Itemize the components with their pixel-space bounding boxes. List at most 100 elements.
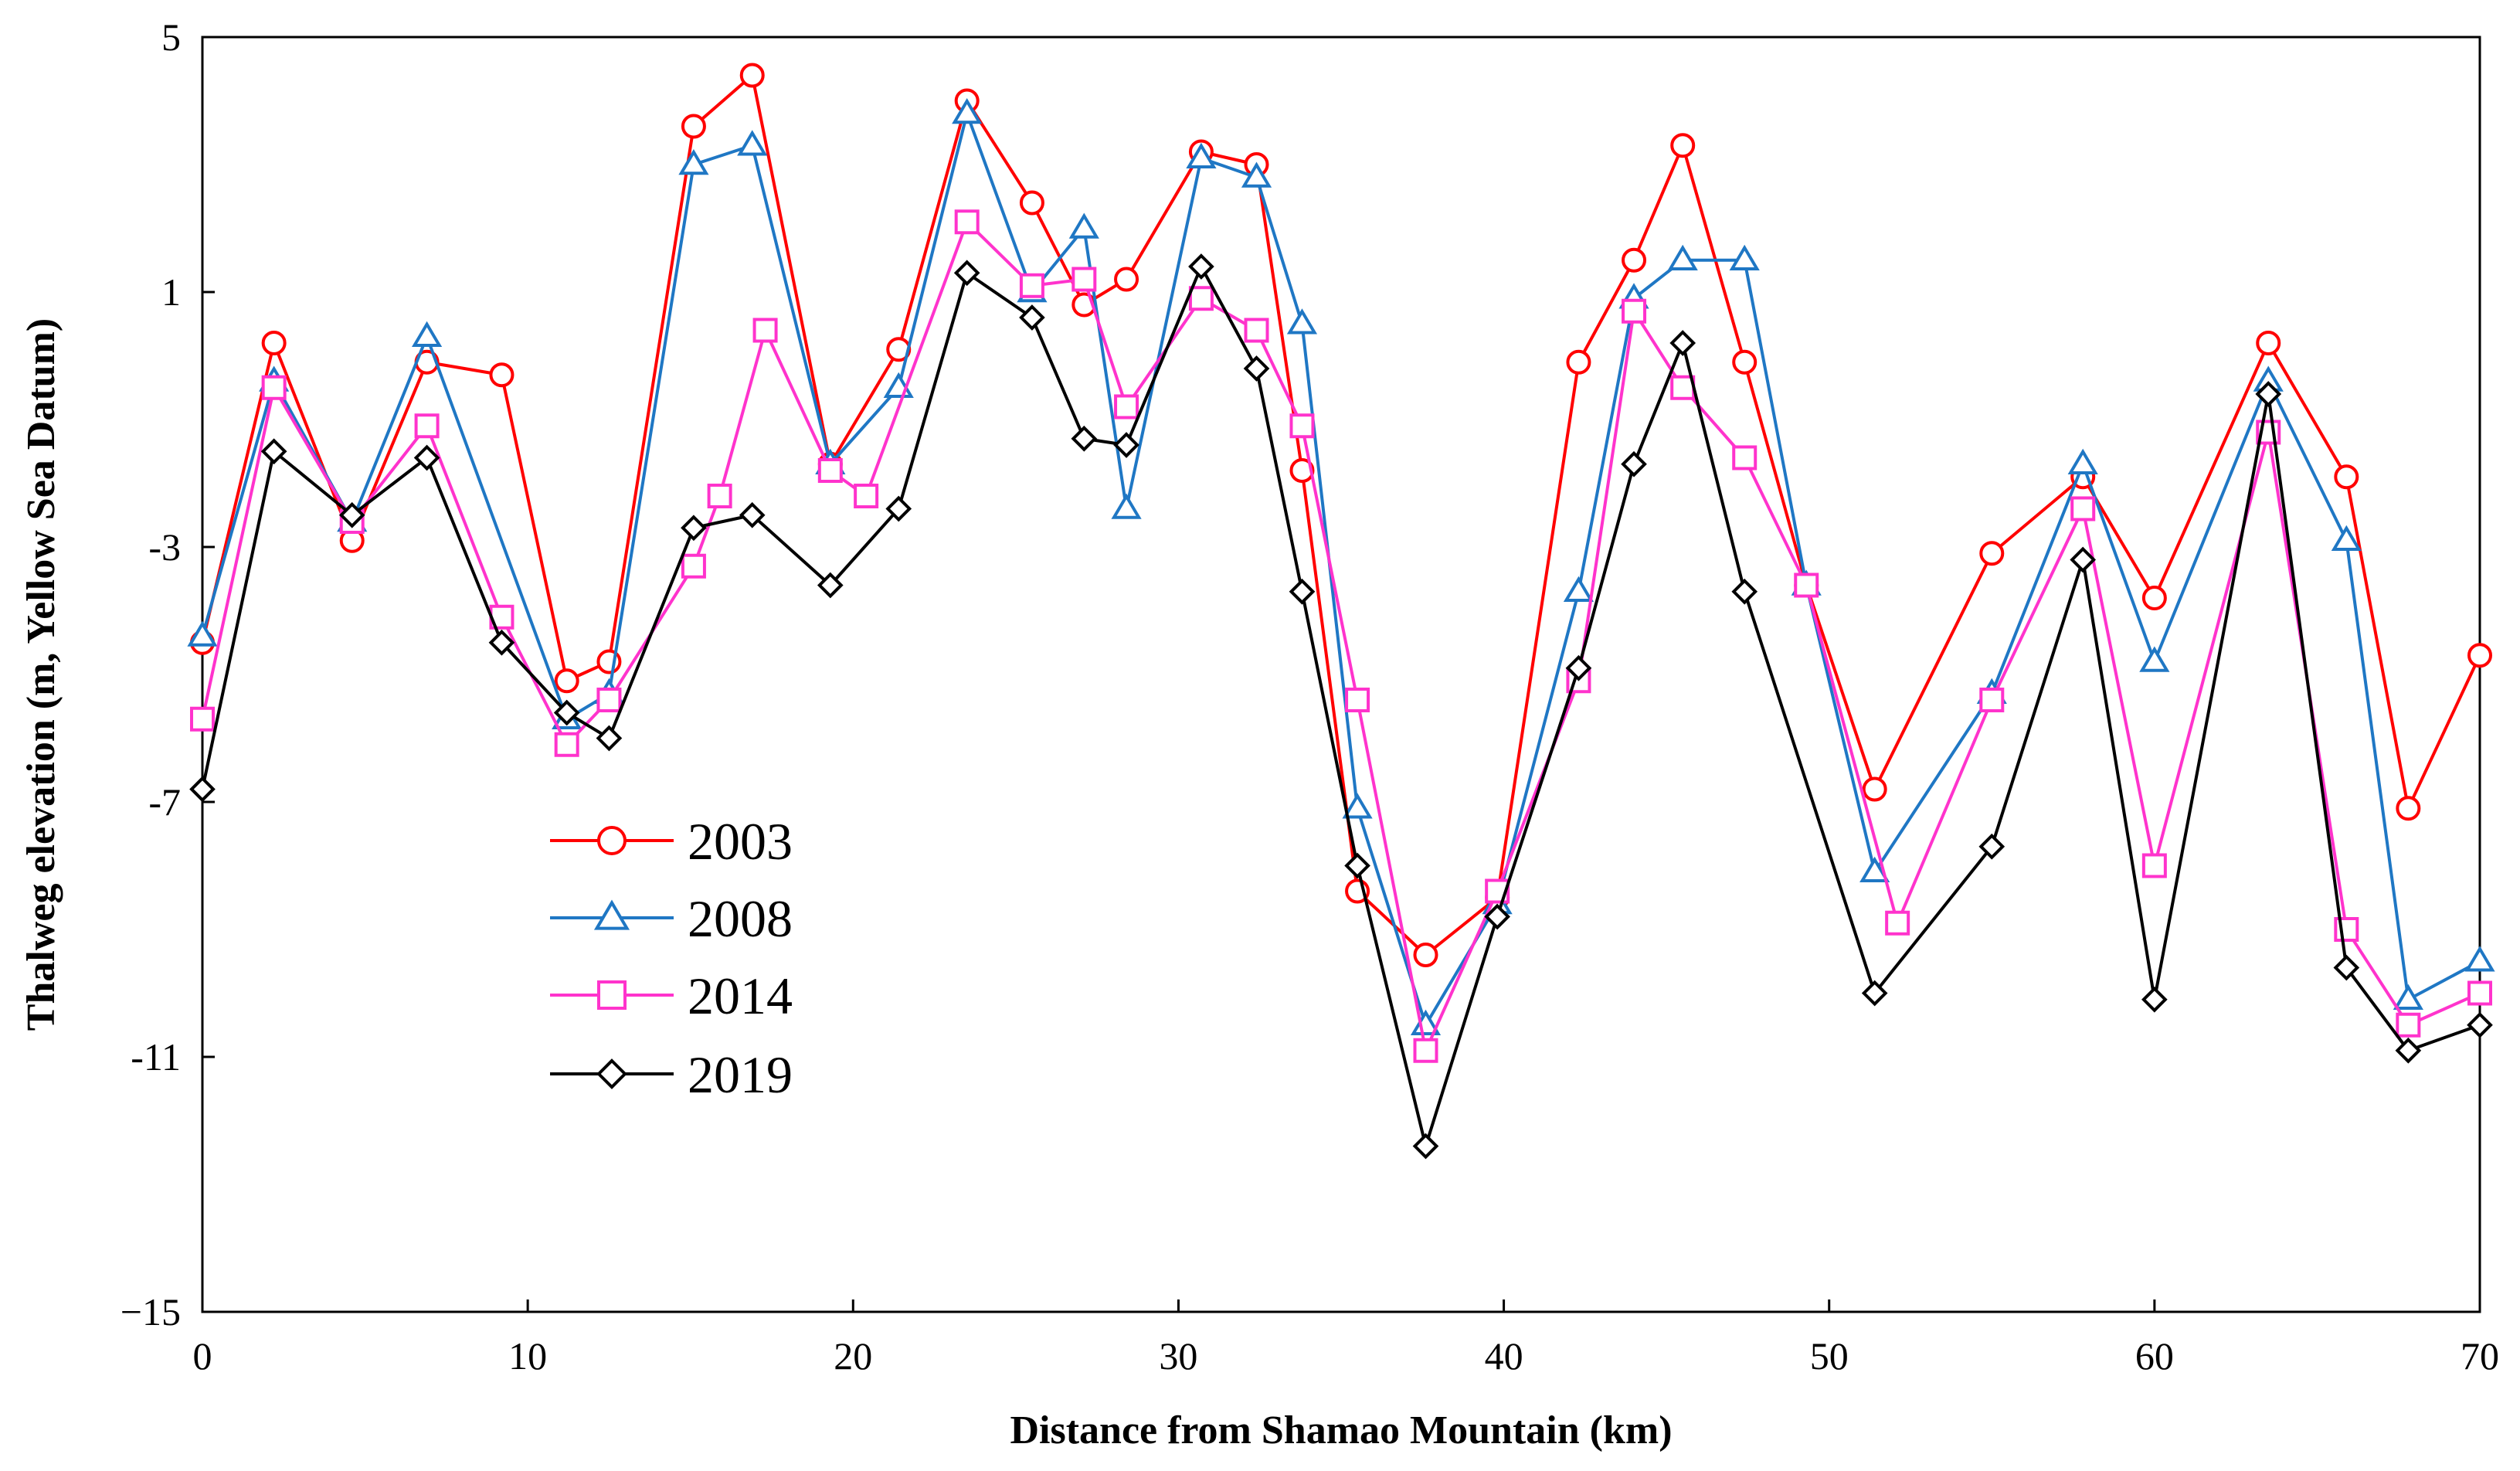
data-point-2008 — [1241, 161, 1272, 188]
series-line-2019 — [201, 265, 2481, 1148]
data-point-2014 — [2467, 980, 2492, 1006]
data-point-2014 — [1622, 298, 1647, 324]
data-point-2019 — [413, 444, 440, 471]
data-point-2019 — [2467, 1011, 2493, 1038]
data-point-2003 — [2467, 643, 2492, 668]
series-2003 — [190, 63, 2492, 967]
data-point-2019 — [2141, 986, 2168, 1013]
data-point-2003 — [1979, 541, 2005, 566]
legend-label: 2008 — [688, 889, 793, 948]
data-point-2014 — [261, 375, 287, 400]
legend-marker — [597, 826, 627, 855]
data-point-2019 — [260, 438, 287, 465]
x-axis-title: Distance from Shamao Mountain (km) — [1010, 1408, 1672, 1452]
data-point-2003 — [554, 668, 579, 694]
legend-item-2014: 2014 — [550, 967, 793, 1025]
data-point-2019 — [885, 495, 912, 522]
legend-marker — [597, 980, 627, 1010]
data-point-2019 — [1621, 450, 1647, 477]
data-point-2019 — [1071, 425, 1098, 452]
x-tick-label: 40 — [1485, 1334, 1523, 1378]
data-point-2019 — [1669, 330, 1696, 356]
data-point-2003 — [1732, 349, 1758, 375]
series-line-2014 — [201, 220, 2481, 1052]
x-tick-label: 30 — [1159, 1334, 1197, 1378]
data-point-2019 — [2395, 1037, 2422, 1064]
data-point-2019 — [1484, 903, 1510, 930]
data-point-2019 — [817, 572, 844, 599]
data-point-2019 — [1978, 833, 2005, 860]
data-point-2003 — [261, 331, 287, 355]
data-point-2019 — [1243, 355, 1270, 382]
data-point-2014 — [596, 688, 622, 712]
data-point-2014 — [1072, 267, 1097, 292]
data-point-2003 — [1862, 776, 1887, 802]
data-point-2019 — [189, 776, 216, 803]
series-layer — [187, 63, 2495, 1160]
legend-item-2003: 2003 — [550, 812, 793, 871]
data-point-2003 — [681, 114, 706, 139]
data-point-2003 — [2256, 331, 2281, 355]
axis-labels: Distance from Shamao Mountain (km) Thalw… — [19, 318, 1673, 1452]
data-point-2003 — [2334, 464, 2359, 490]
x-tick-label: 0 — [193, 1334, 212, 1378]
y-tick-label: -3 — [148, 525, 181, 569]
data-point-2014 — [1670, 375, 1696, 400]
legend-item-2008: 2008 — [550, 889, 793, 948]
data-point-2014 — [414, 413, 440, 439]
data-point-2003 — [489, 362, 515, 388]
data-point-2019 — [2255, 381, 2282, 407]
series-2014 — [190, 209, 2492, 1063]
x-tick-label: 10 — [508, 1334, 547, 1378]
data-point-2019 — [1019, 304, 1045, 331]
data-point-2014 — [1114, 394, 1139, 420]
data-point-2019 — [2070, 546, 2097, 573]
data-point-2019 — [739, 501, 766, 528]
data-point-2008 — [1111, 493, 1142, 519]
data-point-2019 — [1188, 253, 1214, 280]
data-point-2014 — [1885, 910, 1910, 936]
data-point-2014 — [1289, 413, 1315, 439]
data-point-2014 — [707, 484, 732, 508]
y-tick-label: −15 — [121, 1290, 181, 1333]
data-point-2014 — [752, 318, 778, 343]
data-point-2003 — [1622, 247, 1647, 273]
data-point-2014 — [2396, 1012, 2421, 1038]
legend-label: 2019 — [688, 1045, 793, 1104]
data-point-2008 — [2067, 448, 2098, 475]
data-point-2019 — [1861, 980, 1888, 1007]
y-tick-label: 5 — [161, 15, 181, 59]
legend: 2003 2008 2014 2019 — [550, 812, 793, 1104]
x-tick-label: 60 — [2135, 1334, 2174, 1378]
data-point-2014 — [954, 209, 980, 235]
series-2008 — [187, 97, 2495, 1036]
data-point-2003 — [2141, 586, 2167, 610]
data-point-2014 — [2334, 917, 2359, 942]
data-point-2019 — [1412, 1133, 1439, 1160]
data-point-2014 — [1188, 286, 1214, 311]
y-tick-label: -7 — [148, 780, 181, 824]
data-point-2008 — [678, 148, 709, 175]
data-point-2014 — [681, 553, 706, 579]
data-point-2008 — [2331, 525, 2362, 552]
y-axis-title: Thalweg elevation (m, Yellow Sea Datum) — [19, 318, 63, 1031]
data-point-2019 — [953, 260, 980, 287]
data-point-2008 — [1563, 576, 1595, 603]
series-line-2003 — [201, 73, 2481, 956]
data-point-2014 — [1019, 273, 1044, 298]
x-tick-label: 50 — [1810, 1334, 1849, 1378]
data-point-2014 — [554, 732, 579, 757]
data-point-2014 — [1413, 1038, 1438, 1063]
y-tick-label: 1 — [161, 270, 181, 314]
data-point-2014 — [1244, 318, 1269, 343]
data-point-2014 — [817, 458, 843, 483]
data-point-2008 — [2139, 646, 2170, 672]
data-point-2019 — [338, 501, 365, 528]
data-point-2019 — [553, 699, 580, 726]
data-point-2008 — [1859, 856, 1890, 883]
data-point-2014 — [489, 604, 515, 630]
data-point-2019 — [681, 515, 707, 542]
data-point-2008 — [2393, 983, 2423, 1011]
data-point-2008 — [1068, 212, 1099, 239]
legend-marker — [596, 1058, 627, 1089]
